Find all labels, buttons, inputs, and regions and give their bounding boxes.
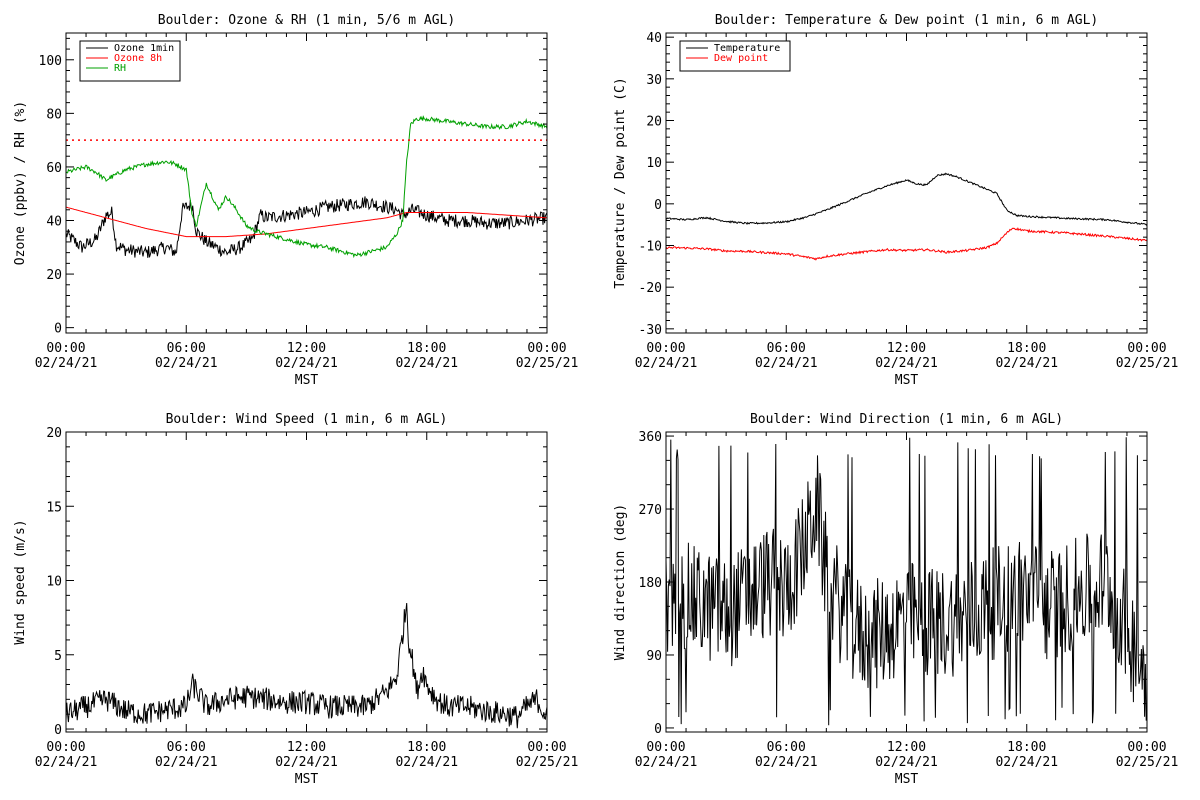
x-tick-label-time: 00:00	[646, 341, 685, 356]
y-tick-label: 180	[639, 576, 662, 591]
chart-panel-4: Boulder: Wind Direction (1 min, 6 m AGL)…	[613, 412, 1178, 787]
legend-label: Ozone 8h	[114, 53, 162, 64]
x-tick-label-date: 02/24/21	[875, 356, 938, 371]
x-tick-label-date: 02/24/21	[275, 755, 338, 770]
chart-panel-2: Boulder: Temperature & Dew point (1 min,…	[613, 13, 1178, 388]
y-tick-label: 40	[46, 215, 62, 230]
x-tick-label-time: 00:00	[46, 341, 85, 356]
x-tick-label-date: 02/24/21	[755, 755, 818, 770]
x-tick-label-time: 06:00	[767, 740, 806, 755]
y-axis-label: Ozone (ppbv) / RH (%)	[13, 101, 28, 265]
chart-panel-1: Boulder: Ozone & RH (1 min, 5/6 m AGL)02…	[13, 13, 578, 388]
y-tick-label: 60	[46, 161, 62, 176]
x-tick-label-time: 18:00	[1007, 341, 1046, 356]
y-axis-label: Wind speed (m/s)	[13, 519, 28, 644]
x-tick-label-time: 00:00	[527, 341, 566, 356]
y-tick-label: 5	[54, 649, 62, 664]
x-axis-label: MST	[295, 772, 319, 787]
chart-panel-3: Boulder: Wind Speed (1 min, 6 m AGL) 0 5 10…	[13, 412, 578, 787]
series-line-ozone-1min	[66, 196, 547, 258]
legend-label: Temperature	[714, 43, 780, 54]
x-tick-label-date: 02/24/21	[395, 356, 458, 371]
series-line-rh	[66, 115, 547, 259]
x-tick-label-time: 12:00	[887, 740, 926, 755]
y-tick-label: -10	[639, 240, 662, 255]
x-tick-label-time: 18:00	[1007, 740, 1046, 755]
x-tick-label-date: 02/25/21	[1116, 356, 1179, 371]
chart-title: Boulder: Ozone & RH (1 min, 5/6 m AGL)	[158, 13, 455, 28]
y-tick-label: 20	[646, 115, 662, 130]
x-tick-label-date: 02/24/21	[35, 755, 98, 770]
x-tick-label-time: 12:00	[287, 740, 326, 755]
x-tick-label-time: 00:00	[1127, 740, 1166, 755]
x-axis-label: MST	[295, 373, 319, 388]
x-tick-label-date: 02/25/21	[516, 755, 579, 770]
y-tick-label: 80	[46, 107, 62, 122]
y-axis-label: Wind direction (deg)	[613, 504, 628, 661]
y-tick-label: 0	[54, 723, 62, 738]
chart-title: Boulder: Wind Speed (1 min, 6 m AGL)	[166, 412, 448, 427]
y-tick-label: 270	[639, 503, 662, 518]
x-tick-label-time: 00:00	[1127, 341, 1166, 356]
legend-box	[679, 40, 791, 72]
x-tick-label-date: 02/24/21	[35, 356, 98, 371]
x-tick-label-date: 02/24/21	[635, 356, 698, 371]
x-tick-label-time: 18:00	[407, 341, 446, 356]
x-tick-label-time: 06:00	[167, 740, 206, 755]
legend-label: RH	[114, 63, 126, 74]
y-tick-label: -20	[639, 281, 662, 296]
chart-title: Boulder: Temperature & Dew point (1 min,…	[715, 13, 1099, 28]
y-tick-label: 90	[646, 649, 662, 664]
x-axis-label: MST	[895, 772, 919, 787]
y-tick-label: 20	[46, 268, 62, 283]
x-tick-label-date: 02/24/21	[275, 356, 338, 371]
legend-label: Dew point	[714, 53, 768, 64]
y-tick-label: 10	[646, 156, 662, 171]
series-line-data	[66, 602, 547, 729]
y-tick-label: 0	[654, 722, 662, 737]
legend-label: Ozone 1min	[114, 43, 174, 54]
y-tick-label: 40	[646, 31, 662, 46]
x-tick-label-time: 00:00	[527, 740, 566, 755]
y-tick-label: 30	[646, 73, 662, 88]
series-line-data	[666, 437, 1147, 726]
y-tick-label: 0	[54, 322, 62, 337]
x-tick-label-time: 00:00	[46, 740, 85, 755]
x-tick-label-time: 06:00	[167, 341, 206, 356]
x-tick-label-date: 02/24/21	[155, 755, 218, 770]
x-tick-label-date: 02/24/21	[995, 755, 1058, 770]
x-tick-label-date: 02/24/21	[995, 356, 1058, 371]
x-tick-label-date: 02/24/21	[755, 356, 818, 371]
series-line-temperature	[666, 172, 1147, 226]
y-tick-label: 100	[39, 54, 62, 69]
y-tick-label: -30	[639, 323, 662, 338]
y-tick-label: 10	[46, 575, 62, 590]
x-tick-label-date: 02/24/21	[395, 755, 458, 770]
x-tick-label-time: 00:00	[646, 740, 685, 755]
y-axis-label: Temperature / Dew point (C)	[613, 77, 628, 288]
x-tick-label-date: 02/24/21	[875, 755, 938, 770]
x-tick-label-time: 12:00	[287, 341, 326, 356]
x-tick-label-date: 02/24/21	[155, 356, 218, 371]
x-tick-label-time: 06:00	[767, 341, 806, 356]
x-tick-label-time: 18:00	[407, 740, 446, 755]
x-axis-label: MST	[895, 373, 919, 388]
x-tick-label-date: 02/24/21	[635, 755, 698, 770]
x-tick-label-date: 02/25/21	[1116, 755, 1179, 770]
chart-title: Boulder: Wind Direction (1 min, 6 m AGL)	[750, 412, 1063, 427]
y-tick-label: 360	[639, 430, 662, 445]
x-tick-label-time: 12:00	[887, 341, 926, 356]
y-tick-label: 15	[46, 500, 62, 515]
series-line-dew-point	[666, 227, 1147, 261]
series-line-ozone-8h	[66, 206, 547, 238]
y-tick-label: 0	[654, 198, 662, 213]
y-tick-label: 20	[46, 426, 62, 441]
x-tick-label-date: 02/25/21	[516, 356, 579, 371]
